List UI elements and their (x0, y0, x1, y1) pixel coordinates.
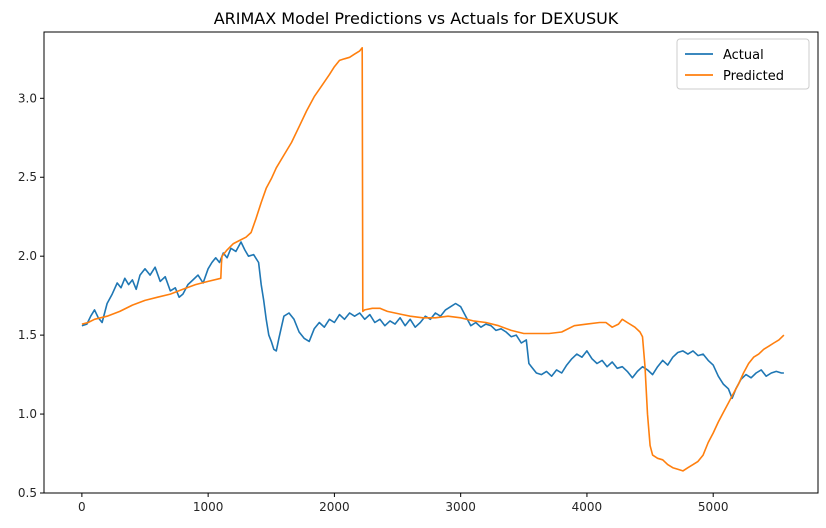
y-tick-label: 3.0 (18, 91, 37, 105)
series-line-actual (81, 241, 784, 400)
x-tick-label: 4000 (572, 500, 603, 514)
x-tick-label: 1000 (193, 500, 224, 514)
legend-label-actual: Actual (723, 48, 764, 63)
x-tick-label: 5000 (698, 500, 729, 514)
series-line-predicted (81, 47, 785, 472)
plot-frame (43, 31, 819, 494)
y-tick-label: 2.5 (18, 170, 37, 184)
legend-box (676, 38, 810, 90)
legend: Actual Predicted (676, 38, 810, 90)
y-tick-label: 1.0 (18, 407, 37, 421)
y-axis: 0.5 1.0 1.5 2.0 2.5 3.0 (18, 91, 44, 500)
x-tick-label: 2000 (319, 500, 350, 514)
y-tick-label: 1.5 (18, 328, 37, 342)
chart-title: ARIMAX Model Predictions vs Actuals for … (214, 9, 619, 28)
series-layer (81, 47, 785, 472)
y-tick-label: 2.0 (18, 249, 37, 263)
y-tick-label: 0.5 (18, 486, 37, 500)
x-tick-label: 3000 (445, 500, 476, 514)
legend-label-predicted: Predicted (723, 69, 784, 84)
x-tick-label: 0 (78, 500, 86, 514)
x-axis: 0 1000 2000 3000 4000 5000 (78, 493, 728, 514)
